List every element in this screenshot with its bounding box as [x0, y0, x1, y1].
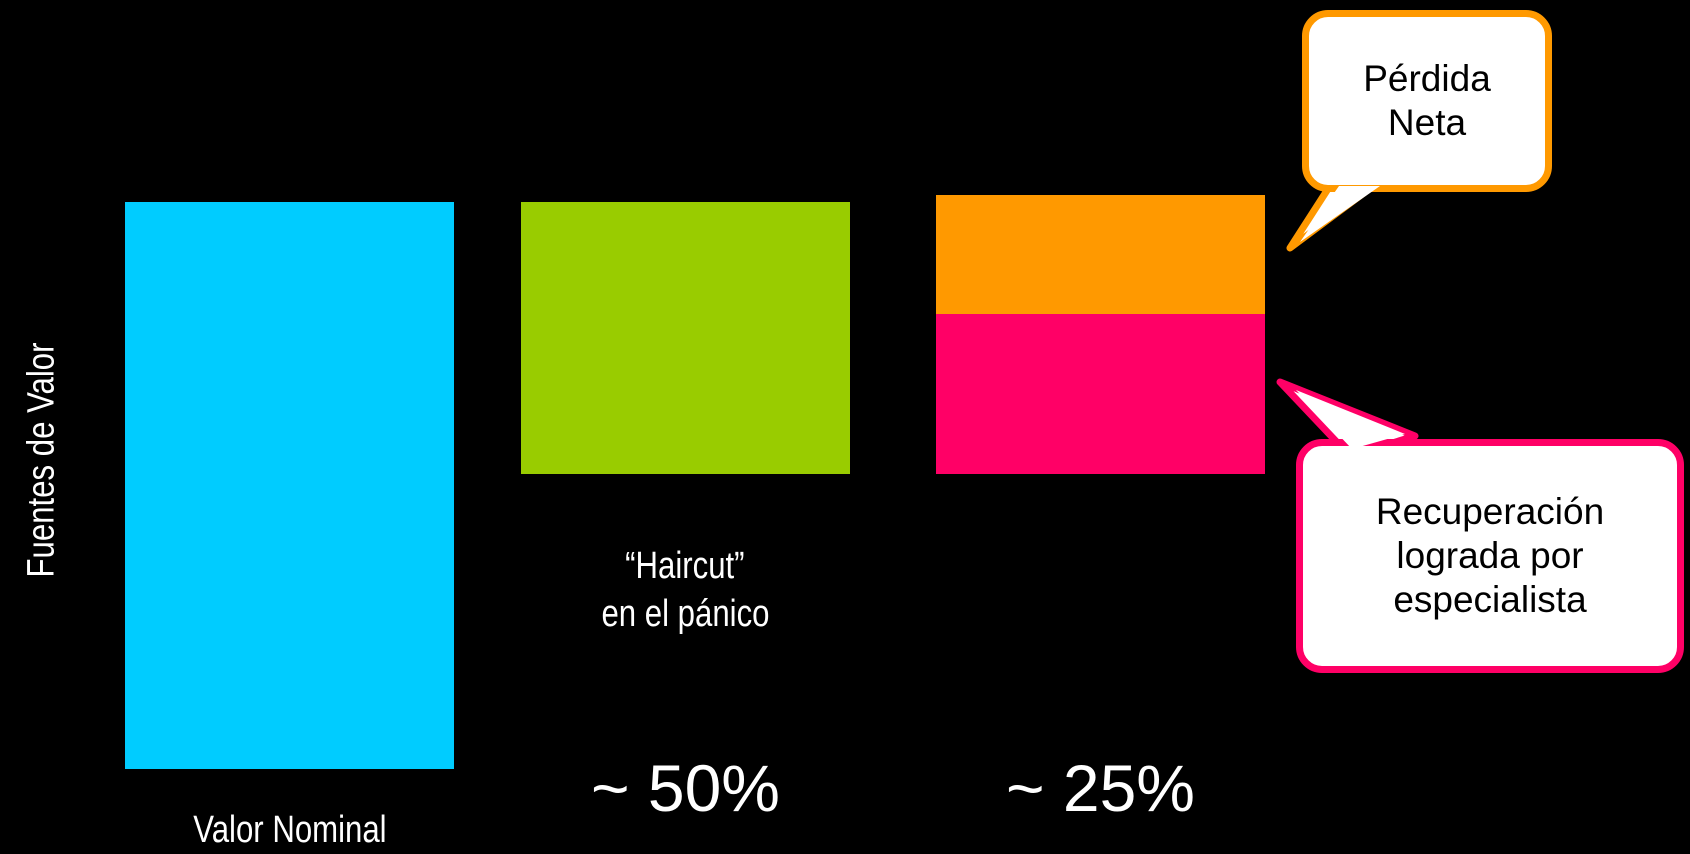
recovery-callout: Recuperación lograda por especialista: [1296, 439, 1684, 673]
nominal-caption: Valor Nominal: [110, 806, 470, 854]
haircut-caption-line2: en el pánico: [600, 593, 770, 635]
recovery-callout-line1: Recuperación: [1375, 491, 1605, 532]
recovery-callout-line2: lograda por: [1396, 535, 1584, 576]
net-loss-callout-line2: Neta: [1387, 102, 1467, 143]
net-loss-callout: Pérdida Neta: [1302, 10, 1552, 192]
haircut-bar: [521, 202, 850, 474]
recovery-callout-line3: especialista: [1393, 579, 1587, 620]
nominal-caption-text: Valor Nominal: [193, 809, 387, 851]
nominal-value-bar: [125, 202, 454, 769]
haircut-percent: ~ 50%: [591, 751, 780, 825]
haircut-caption: “Haircut” en el pánico: [500, 542, 870, 638]
net-loss-segment: [936, 195, 1265, 314]
haircut-caption-line1: “Haircut”: [625, 545, 745, 587]
recovery-segment: [936, 314, 1265, 474]
net-loss-callout-line1: Pérdida: [1363, 58, 1491, 99]
specialist-percent: ~ 25%: [1006, 751, 1195, 825]
